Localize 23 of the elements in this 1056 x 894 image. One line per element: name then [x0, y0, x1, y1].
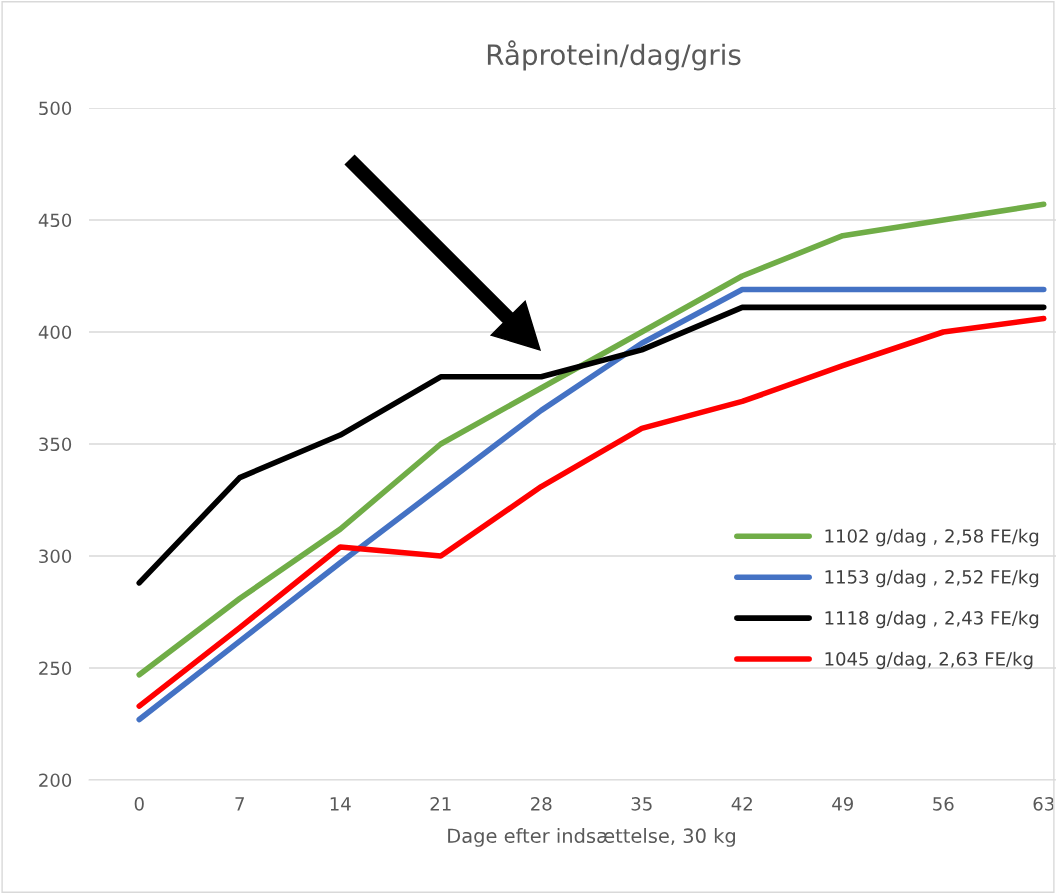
x-tick-label: 14: [330, 797, 351, 811]
x-axis-title: Dage efter indsættelse, 30 kg: [448, 828, 735, 847]
x-tick-label: 42: [731, 796, 752, 811]
y-tick-label: 500: [39, 101, 72, 116]
y-tick-label: 400: [38, 325, 72, 340]
x-tick-label: 63: [1033, 796, 1054, 811]
legend-label: 1045 g/dag, 2,63 FE/kg: [825, 651, 1033, 670]
legend-label: 1118 g/dag , 2,43 FE/kg: [825, 610, 1039, 629]
x-tick-label: 0: [134, 796, 144, 811]
legend-label: 1102 g/dag , 2,58 FE/kg: [825, 528, 1039, 547]
x-tick-label: 49: [832, 796, 853, 811]
y-tick-label: 200: [39, 773, 72, 788]
x-tick-label: 21: [430, 796, 451, 811]
y-tick-label: 300: [39, 549, 72, 564]
x-tick-label: 56: [933, 796, 954, 811]
x-tick-label: 28: [531, 796, 552, 811]
chart-title: Råprotein/dag/gris: [487, 40, 741, 71]
y-tick-label: 350: [39, 437, 72, 452]
x-tick-label: 7: [235, 797, 244, 811]
legend-label: 1153 g/dag , 2,52 FE/kg: [825, 569, 1039, 588]
x-tick-label: 35: [631, 796, 652, 811]
y-tick-label: 250: [39, 661, 72, 676]
y-tick-label: 450: [38, 213, 72, 228]
